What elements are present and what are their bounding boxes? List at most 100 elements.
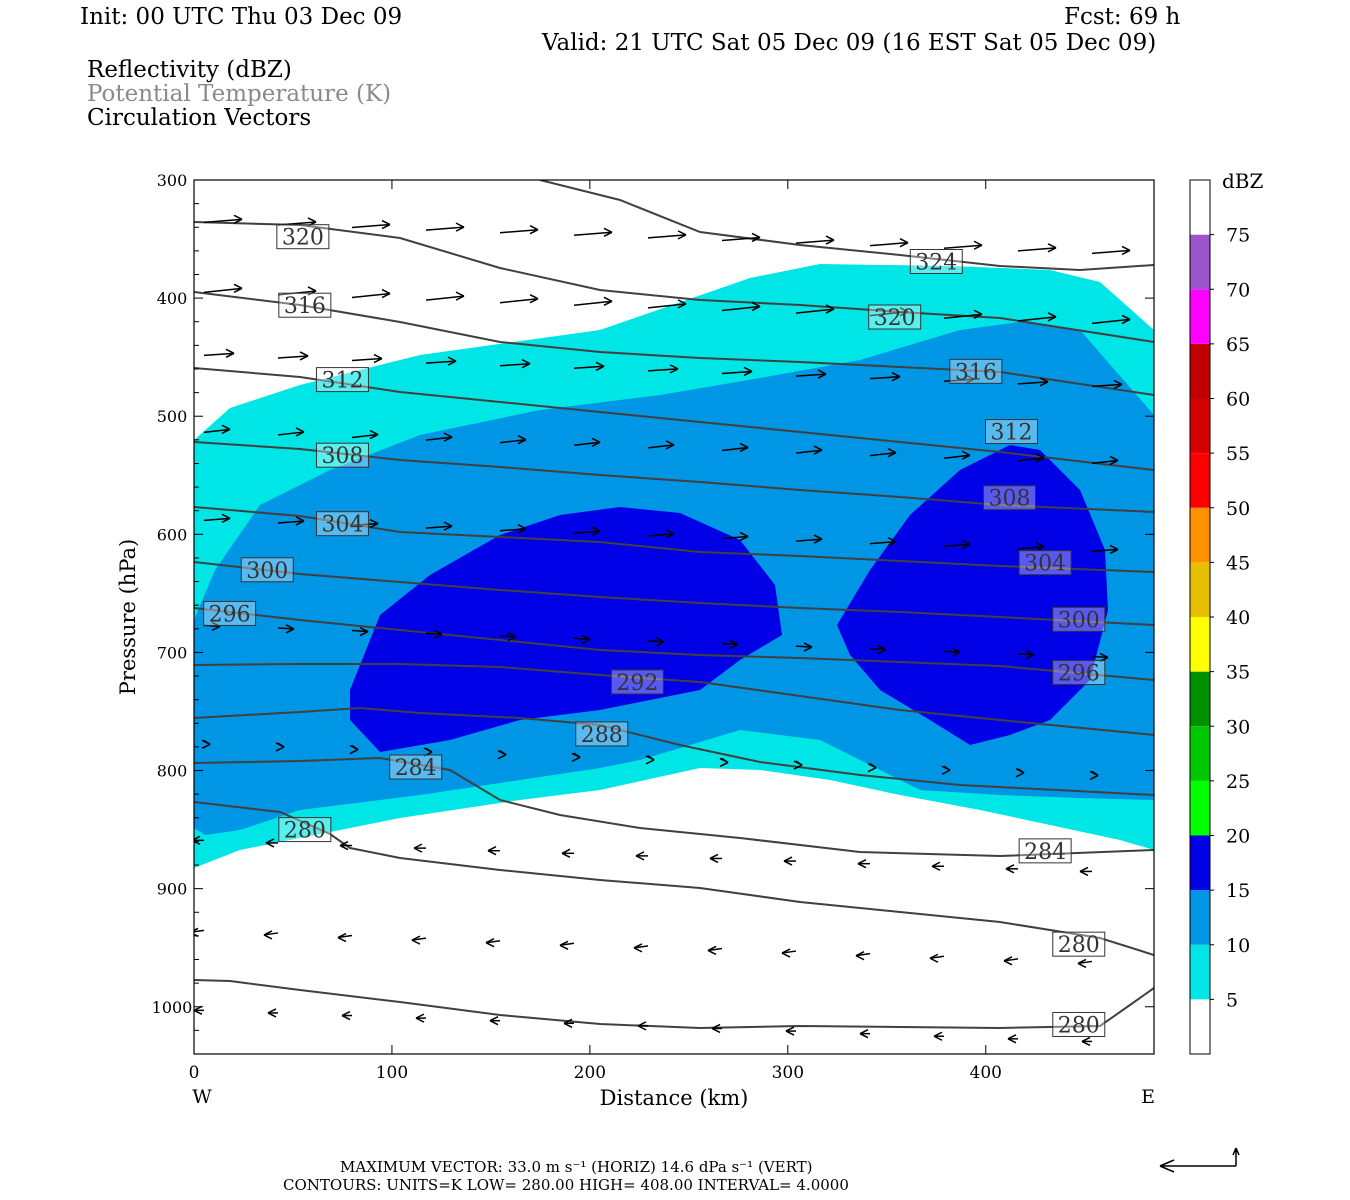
circulation-vector-head — [729, 639, 739, 650]
axes: 300 400 500 600 700 800 900 1000 0 100 200 300 400 W E… — [116, 171, 1155, 1110]
valid-time: Valid: 21 UTC Sat 05 Dec 09 (16 EST Sat … — [542, 30, 1157, 56]
circulation-vector-head — [529, 294, 539, 304]
circulation-vector-head — [517, 435, 527, 445]
circulation-vector-head — [1081, 1036, 1091, 1047]
east-label: E — [1141, 1086, 1155, 1108]
contour-label: 280 — [1058, 1013, 1100, 1038]
circulation-vector — [1091, 459, 1119, 465]
contour-label: 296 — [1058, 662, 1100, 687]
circulation-vector-head — [517, 524, 527, 534]
circulation-vector-head — [665, 529, 675, 539]
colorbar-label: 50 — [1226, 498, 1250, 520]
circulation-vector-head — [373, 353, 383, 364]
circulation-vector-head — [1109, 544, 1119, 555]
contour-label: 316 — [955, 360, 997, 385]
y-axis-label: Pressure (hPa) — [116, 539, 140, 695]
circulation-vector-head — [633, 943, 643, 953]
circulation-vector-head — [793, 760, 803, 770]
circulation-vector-head — [341, 1010, 351, 1021]
circulation-vector — [203, 428, 231, 434]
field-circulation-vectors: Circulation Vectors — [87, 105, 312, 131]
circulation-vector-head — [595, 361, 605, 371]
circulation-vector-head — [295, 427, 305, 437]
circulation-vector — [425, 632, 443, 635]
colorbar-label: 70 — [1226, 279, 1250, 301]
circulation-vector-head — [433, 629, 443, 639]
circulation-vector-head — [867, 762, 877, 773]
contour-label-box — [1052, 931, 1106, 957]
theta-contours — [194, 180, 1154, 1030]
contour-label: 300 — [246, 559, 288, 584]
circulation-vector — [573, 365, 605, 370]
circulation-vector — [1017, 457, 1045, 462]
circulation-vector — [351, 433, 379, 439]
circulation-vector — [795, 308, 835, 314]
contour-info-note: CONTOURS: UNITS=K LOW= 280.00 HIGH= 408.… — [283, 1176, 849, 1194]
circulation-vector-head — [719, 757, 729, 768]
circulation-vector-head — [891, 371, 901, 382]
circulation-vectors — [194, 214, 1131, 1047]
x-tick-label: 100 — [376, 1063, 408, 1083]
circulation-vector-head — [1007, 1034, 1017, 1044]
circulation-vector — [647, 303, 687, 309]
circulation-vector-head — [497, 750, 507, 760]
circulation-vector — [203, 352, 235, 357]
field-reflectivity: Reflectivity (dBZ) — [87, 57, 292, 83]
circulation-vector-head — [635, 851, 645, 861]
circulation-vector — [1017, 316, 1057, 322]
circulation-vector-head — [1121, 245, 1131, 256]
circulation-vector-head — [677, 299, 687, 309]
circulation-vector — [573, 231, 613, 237]
circulation-vector-head — [489, 1016, 499, 1026]
field-potential-temperature: Potential Temperature (K) — [87, 81, 392, 107]
circulation-vector-head — [381, 219, 391, 230]
circulation-vector-head — [201, 739, 211, 750]
circulation-vector — [425, 525, 453, 529]
circulation-vector-head — [521, 359, 531, 369]
y-tick-label: 800 — [157, 762, 188, 781]
circulation-vector-head — [899, 237, 909, 248]
theta-contour-line — [194, 979, 1154, 1030]
contour-label-box — [389, 754, 443, 780]
circulation-vector-head — [887, 447, 897, 458]
contour-label: 292 — [616, 671, 658, 696]
circulation-vector-head — [645, 755, 655, 765]
circulation-vector-head — [563, 1018, 573, 1028]
theta-contour-line — [194, 607, 1154, 681]
contour-label: 304 — [321, 513, 363, 538]
colorbar-segment — [1190, 890, 1210, 945]
theta-contour-line — [194, 367, 1154, 471]
circulation-vector — [721, 535, 749, 540]
colorbar-segment — [1190, 234, 1210, 290]
circulation-vector — [573, 637, 591, 641]
colorbar-label: 65 — [1226, 334, 1250, 356]
circulation-vector-head — [411, 935, 421, 945]
contour-label: 300 — [1058, 608, 1100, 633]
circulation-vector-head — [561, 848, 571, 858]
circulation-vector-head — [571, 752, 581, 762]
colorbar-segment — [1190, 780, 1210, 836]
init-time: Init: 00 UTC Thu 03 Dec 09 — [80, 4, 403, 30]
contour-label-box — [278, 817, 332, 843]
circulation-vector — [573, 530, 601, 535]
circulation-vector — [869, 310, 909, 317]
circulation-vector-head — [529, 225, 539, 235]
circulation-vector — [351, 522, 379, 527]
circulation-vector — [721, 642, 739, 646]
circulation-vector — [647, 640, 665, 643]
circulation-vector-head — [559, 940, 569, 950]
y-tick-label: 900 — [157, 880, 188, 899]
circulation-vector-head — [1109, 455, 1119, 466]
contour-label: 284 — [1024, 840, 1066, 865]
circulation-vector-head — [1077, 958, 1087, 969]
theta-contour-line — [194, 801, 1154, 956]
circulation-vector — [795, 373, 827, 377]
circulation-vector-head — [887, 536, 897, 547]
theta-contour-line — [194, 561, 1154, 626]
contour-label-box — [983, 485, 1037, 511]
circulation-vector-head — [785, 1026, 795, 1036]
circulation-vector-head — [707, 945, 717, 956]
circulation-vector — [647, 234, 687, 239]
circulation-vector-head — [859, 1028, 869, 1039]
